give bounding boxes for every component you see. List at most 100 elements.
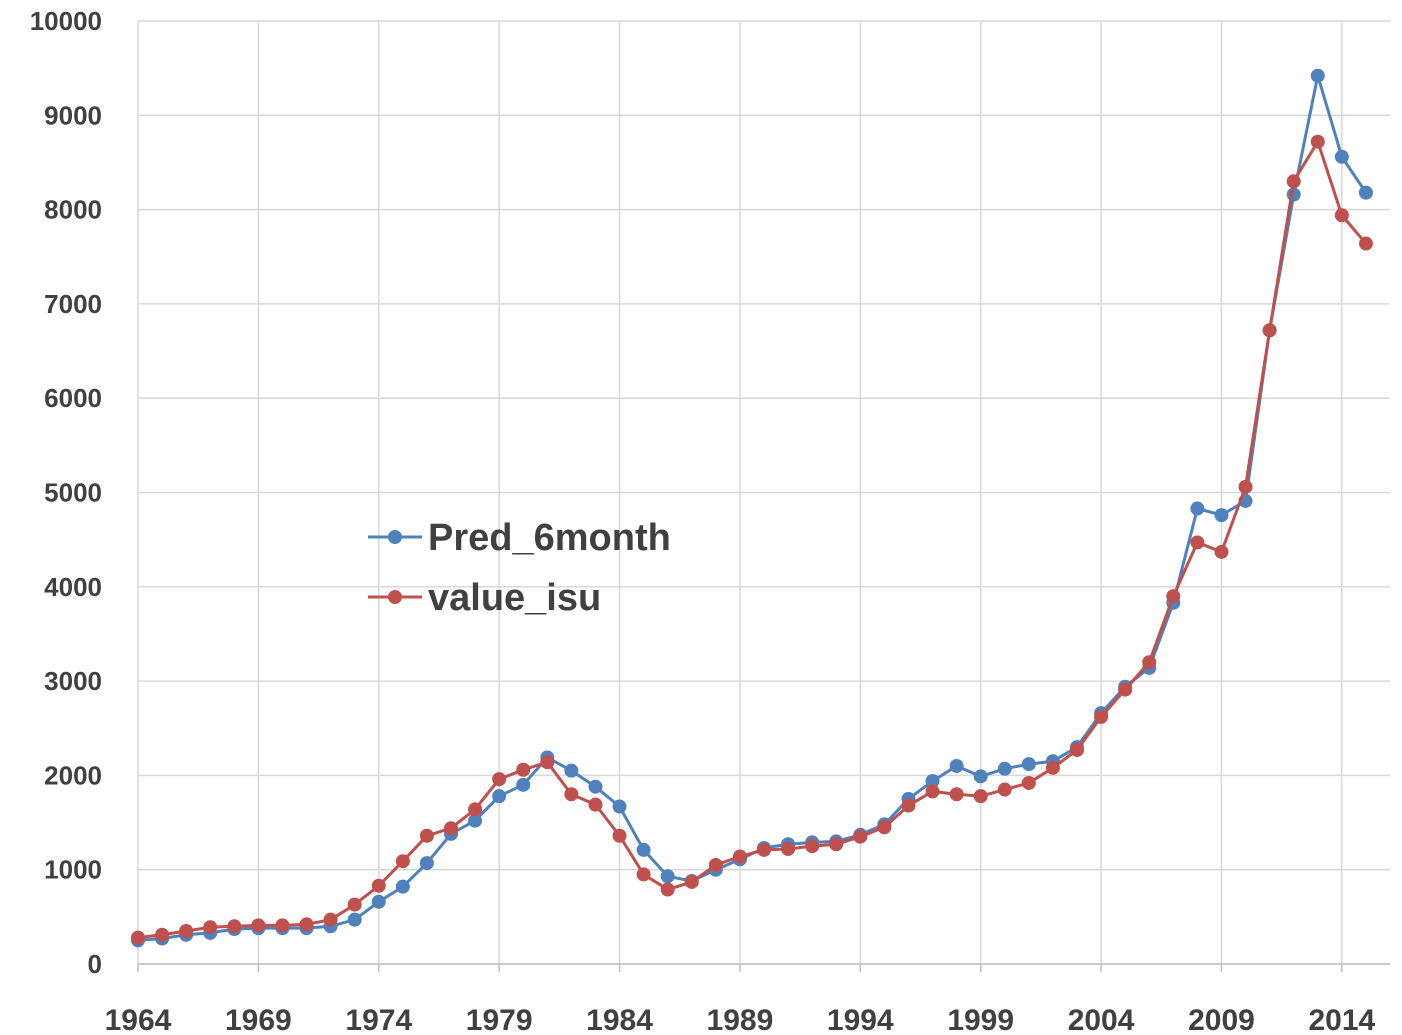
point	[612, 828, 627, 843]
point	[1334, 149, 1349, 164]
point	[203, 920, 218, 935]
legend-marker	[388, 530, 402, 544]
point	[131, 930, 145, 945]
point	[492, 772, 507, 787]
legend-label: Pred_6month	[428, 517, 671, 559]
point	[564, 763, 579, 778]
point	[419, 828, 434, 843]
point	[1070, 742, 1084, 757]
point	[1142, 655, 1157, 670]
point	[468, 802, 483, 817]
y-tick-label: 7000	[44, 289, 102, 319]
point	[275, 918, 290, 933]
point	[1166, 589, 1181, 604]
point	[708, 857, 723, 872]
point	[323, 912, 338, 927]
point	[492, 789, 507, 804]
point	[973, 769, 988, 784]
y-tick-label: 0	[88, 949, 102, 979]
y-tick-label: 8000	[44, 195, 102, 225]
point	[1238, 479, 1253, 494]
point	[805, 839, 820, 854]
point	[1118, 682, 1133, 697]
x-tick-label: 1979	[466, 1004, 533, 1035]
point	[371, 894, 386, 909]
point	[925, 774, 940, 789]
point	[781, 841, 796, 856]
x-tick-label: 2004	[1068, 1004, 1135, 1035]
point	[853, 829, 868, 844]
point	[901, 798, 916, 813]
point	[251, 918, 266, 933]
point	[347, 912, 362, 927]
y-tick-label: 1000	[44, 855, 102, 885]
point	[1214, 544, 1229, 559]
point	[1262, 323, 1277, 338]
point	[371, 878, 386, 893]
x-tick-label: 1974	[345, 1004, 412, 1035]
point	[636, 867, 651, 882]
y-tick-label: 5000	[44, 478, 102, 508]
y-tick-label: 2000	[44, 760, 102, 790]
point	[444, 821, 458, 836]
point	[1190, 535, 1205, 550]
point	[395, 854, 410, 869]
point	[516, 762, 531, 777]
series-line	[137, 138, 1368, 940]
point	[1190, 501, 1205, 516]
x-tick-label: 1999	[947, 1004, 1014, 1035]
x-tick-label: 1989	[707, 1004, 774, 1035]
x-tick-label: 1964	[105, 1004, 172, 1035]
point	[877, 820, 892, 835]
point	[1358, 236, 1373, 251]
point	[227, 919, 242, 934]
point	[1045, 760, 1060, 775]
y-tick-label: 6000	[44, 383, 102, 413]
legend-marker	[388, 590, 402, 604]
point	[588, 797, 603, 812]
point	[732, 849, 747, 864]
x-tick-label: 1994	[827, 1004, 894, 1035]
point	[468, 813, 483, 828]
point	[299, 917, 314, 932]
point	[612, 799, 627, 814]
point	[636, 842, 651, 857]
y-tick-label: 3000	[44, 666, 102, 696]
point	[1358, 185, 1373, 200]
series-line	[137, 75, 1368, 942]
point	[179, 923, 194, 938]
point	[1094, 709, 1109, 724]
point	[997, 782, 1012, 797]
x-tick-label: 2009	[1188, 1004, 1255, 1035]
x-tick-label: 1969	[225, 1004, 292, 1035]
point	[419, 856, 434, 871]
point	[540, 755, 555, 770]
point	[1334, 208, 1349, 223]
point	[757, 842, 771, 857]
point	[1310, 68, 1325, 83]
point	[973, 789, 988, 804]
point	[347, 897, 362, 912]
point	[1310, 134, 1325, 149]
point	[564, 787, 579, 802]
point	[1286, 174, 1301, 189]
point	[1214, 508, 1229, 523]
y-tick-label: 9000	[44, 100, 102, 130]
point	[949, 787, 964, 802]
point	[925, 784, 940, 799]
point	[997, 761, 1012, 776]
point	[395, 879, 410, 894]
legend-label: value_isu	[428, 577, 601, 619]
point	[588, 779, 603, 794]
point	[1021, 775, 1036, 790]
y-tick-label: 10000	[30, 6, 102, 36]
point	[684, 874, 699, 889]
y-tick-label: 4000	[44, 572, 102, 602]
point	[949, 758, 964, 773]
point	[660, 869, 675, 884]
x-tick-label: 1984	[586, 1004, 653, 1035]
point	[829, 837, 844, 852]
point	[155, 927, 170, 942]
point	[660, 882, 675, 897]
